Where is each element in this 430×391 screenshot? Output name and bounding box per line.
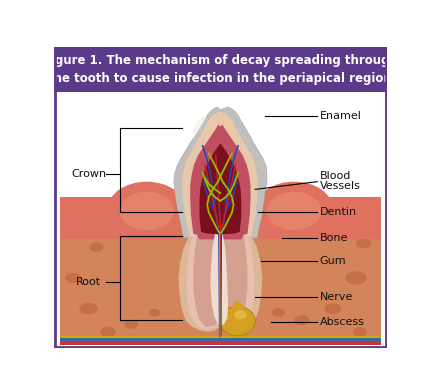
FancyBboxPatch shape [54, 47, 387, 91]
Ellipse shape [120, 192, 174, 230]
Text: Vessels: Vessels [319, 181, 360, 191]
Polygon shape [174, 107, 267, 238]
Ellipse shape [234, 310, 247, 319]
Ellipse shape [338, 206, 358, 219]
Ellipse shape [272, 308, 285, 317]
Ellipse shape [267, 192, 321, 230]
Polygon shape [221, 235, 255, 330]
Ellipse shape [124, 319, 138, 329]
FancyBboxPatch shape [60, 197, 381, 340]
Polygon shape [174, 107, 267, 238]
Ellipse shape [353, 327, 367, 336]
Ellipse shape [294, 315, 310, 325]
Text: Gum: Gum [319, 256, 346, 266]
Polygon shape [259, 197, 381, 239]
Text: Blood: Blood [319, 171, 351, 181]
Text: Dentin: Dentin [319, 208, 357, 217]
Ellipse shape [255, 182, 333, 235]
FancyBboxPatch shape [60, 341, 381, 345]
Text: Abscess: Abscess [319, 317, 365, 327]
Polygon shape [178, 235, 220, 332]
Polygon shape [193, 235, 219, 327]
Ellipse shape [108, 182, 185, 235]
Polygon shape [220, 235, 262, 332]
Ellipse shape [89, 242, 103, 252]
Text: Nerve: Nerve [319, 292, 353, 302]
FancyBboxPatch shape [60, 335, 381, 345]
FancyBboxPatch shape [60, 335, 381, 338]
Polygon shape [182, 111, 258, 235]
Ellipse shape [68, 211, 86, 222]
Polygon shape [186, 235, 220, 330]
Ellipse shape [193, 116, 224, 155]
Polygon shape [60, 197, 181, 239]
Ellipse shape [149, 309, 160, 316]
Text: Bone: Bone [319, 233, 348, 243]
Ellipse shape [65, 273, 81, 283]
Polygon shape [182, 111, 258, 235]
Polygon shape [190, 125, 251, 239]
Ellipse shape [79, 303, 98, 314]
FancyBboxPatch shape [60, 338, 381, 341]
Polygon shape [230, 300, 244, 314]
Polygon shape [222, 235, 248, 327]
Ellipse shape [100, 327, 116, 337]
FancyBboxPatch shape [55, 92, 385, 346]
Text: Enamel: Enamel [319, 111, 362, 121]
Text: Crown: Crown [71, 169, 106, 179]
Ellipse shape [345, 271, 367, 285]
Text: Root: Root [76, 277, 101, 287]
Ellipse shape [324, 303, 341, 314]
Ellipse shape [318, 219, 332, 229]
Ellipse shape [356, 238, 372, 248]
Ellipse shape [110, 220, 122, 228]
Polygon shape [200, 143, 241, 234]
Ellipse shape [220, 307, 255, 335]
Text: Figure 1. The mechanism of decay spreading through
the tooth to cause infection : Figure 1. The mechanism of decay spreadi… [43, 54, 398, 85]
Polygon shape [210, 234, 228, 326]
